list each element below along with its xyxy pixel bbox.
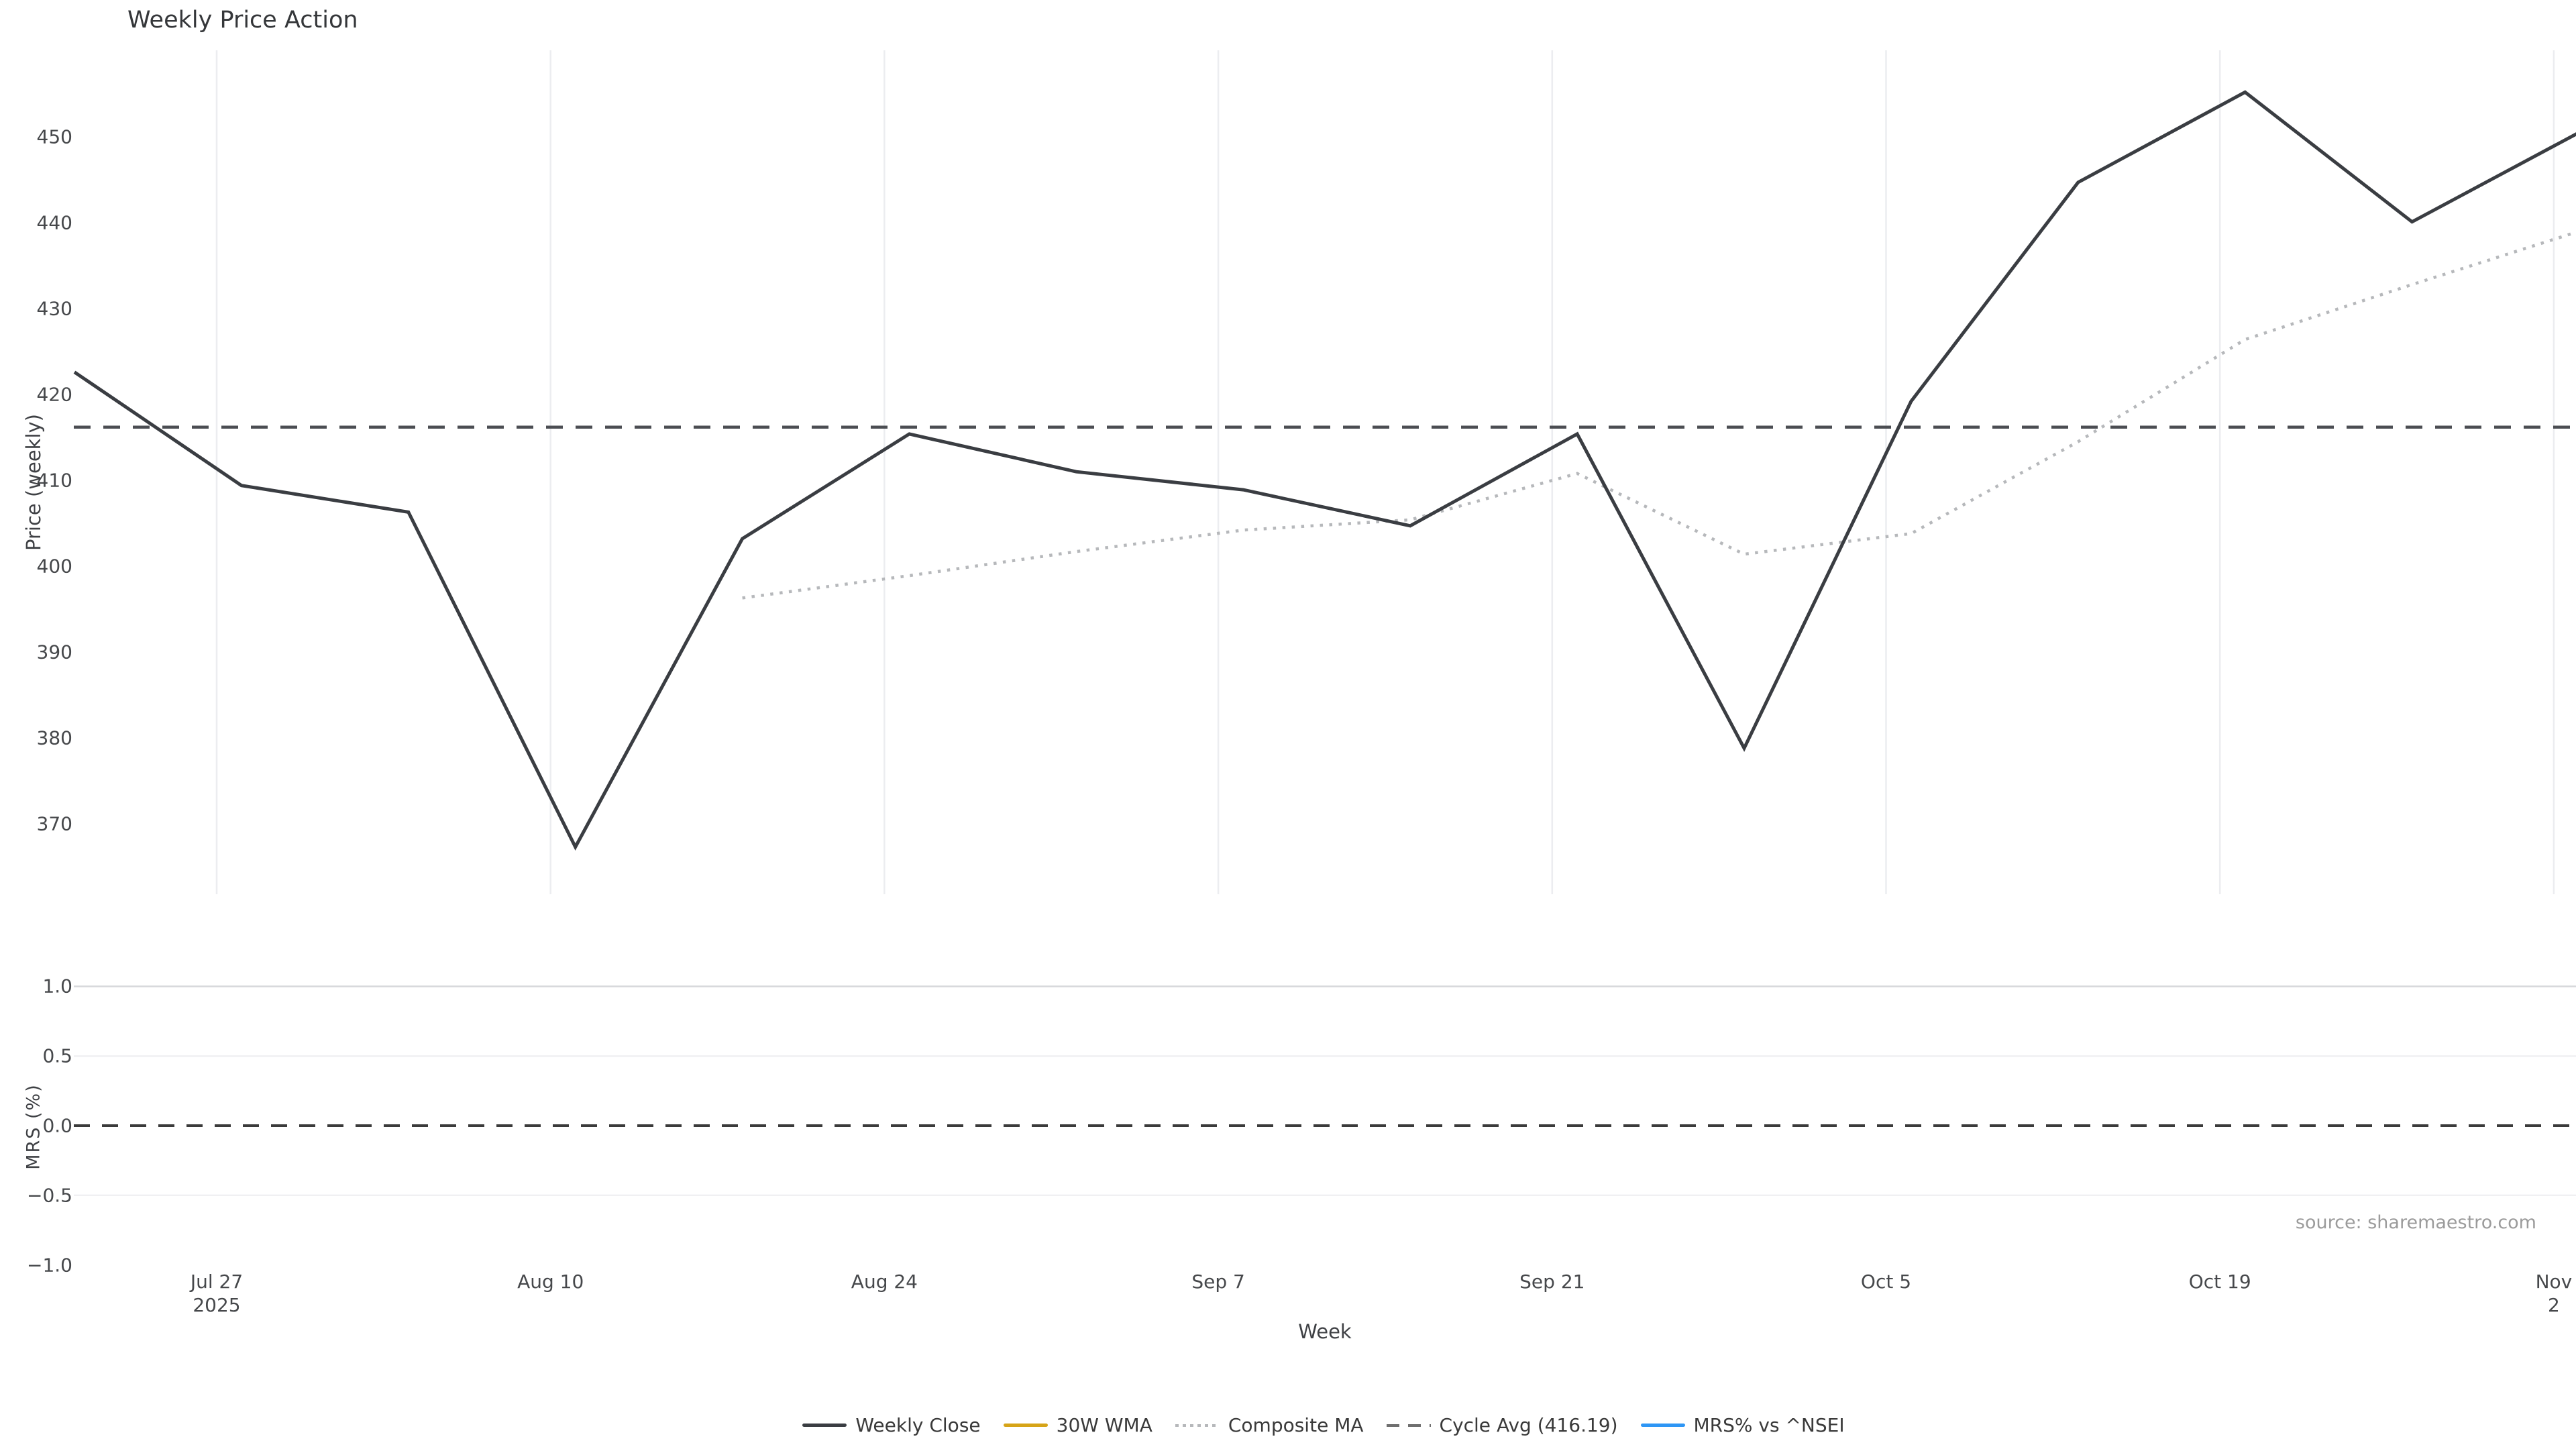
price-y-tick-label: 420 [36,383,72,406]
x-tick-label: Sep 7 [1191,1271,1245,1293]
chart-legend: Weekly Close 30W WMA Composite MA Cycle Avg… [36,1414,2576,1436]
x-tick-label: Jul 27 2025 [190,1271,244,1316]
x-tick-label: Aug 10 [517,1271,584,1293]
legend-swatch-solid-line-icon [1640,1424,1685,1427]
legend-item: Cycle Avg (416.19) [1386,1414,1618,1436]
legend-label: 30W WMA [1056,1414,1152,1436]
legend-label: MRS% vs ^NSEI [1693,1414,1845,1436]
legend-swatch-solid-line-icon [1003,1424,1048,1427]
legend-swatch-dotted-line-icon [1175,1424,1220,1427]
x-tick-label: Oct 19 [2188,1271,2251,1293]
price-y-tick-label: 380 [36,727,72,749]
price-y-tick-label: 440 [36,211,72,234]
legend-item: Composite MA [1175,1414,1364,1436]
price-y-tick-label: 430 [36,297,72,320]
legend-swatch-solid-line-icon [802,1424,847,1427]
mrs-panel-horizontal-gridlines [74,985,2576,1196]
page-title: Weekly Price Action [127,7,358,34]
price-y-tick-label: 370 [36,812,72,835]
x-tick-label: Sep 21 [1519,1271,1585,1293]
price-y-tick-label: 410 [36,469,72,492]
legend-item: 30W WMA [1003,1414,1152,1436]
price-axis-title: Price (weekly) [22,414,45,551]
mrs-y-tick-label: −0.5 [27,1184,72,1207]
legend-swatch-dashed-line-icon [1386,1424,1431,1427]
legend-label: Composite MA [1228,1414,1364,1436]
x-axis-title: Week [1298,1320,1352,1343]
legend-item: MRS% vs ^NSEI [1640,1414,1845,1436]
x-tick-label: Aug 24 [851,1271,918,1293]
mrs-y-tick-label: 0.0 [42,1114,72,1137]
x-tick-label: Nov 2 [2535,1271,2573,1316]
x-tick-label: Oct 5 [1860,1271,1912,1293]
legend-label: Weekly Close [855,1414,981,1436]
weekly-close-line [73,90,2576,851]
mrs-y-tick-label: −1.0 [27,1254,72,1277]
mrs-y-tick-label: 0.5 [42,1044,72,1067]
price-y-tick-label: 390 [36,641,72,663]
composite-ma-dotted-line [742,230,2576,600]
price-y-tick-label: 450 [36,125,72,148]
price-y-tick-label: 400 [36,555,72,578]
mrs-y-tick-label: 1.0 [42,975,72,998]
source-attribution: source: sharemaestro.com [2295,1212,2536,1233]
legend-label: Cycle Avg (416.19) [1439,1414,1618,1436]
mrs-axis-title: MRS (%) [23,1083,44,1170]
legend-item: Weekly Close [802,1414,981,1436]
price-panel-vertical-gridlines [215,50,2555,894]
